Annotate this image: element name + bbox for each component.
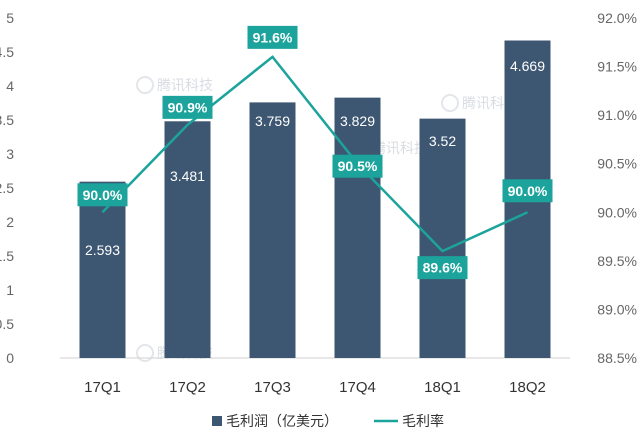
bar-label: 3.759 xyxy=(255,113,290,129)
right-y-axis: 88.5% 89.0% 89.5% 90.0% 90.5% 91.0% 91.5% 92.0% xyxy=(597,10,637,366)
rate-label-box xyxy=(162,95,213,119)
legend-bar-label: 毛利润（亿美元） xyxy=(226,414,338,430)
left-y-axis: 0 0.5 1 1.5 2 2.5 3 3.5 4 4.5 5 xyxy=(0,10,14,366)
bar-label: 3.52 xyxy=(429,133,456,149)
rate-label: 91.6% xyxy=(253,29,293,45)
left-tick-label: 2.5 xyxy=(0,180,14,196)
bar-17Q4 xyxy=(334,97,381,359)
right-tick-label: 91.5% xyxy=(597,59,637,75)
category-label: 18Q2 xyxy=(509,379,546,396)
rate-label: 90.5% xyxy=(338,158,378,174)
bar-data-labels: 2.593 3.481 3.759 3.829 3.52 4.669 xyxy=(85,58,545,258)
rate-label-box xyxy=(77,183,128,207)
legend: 毛利润（亿美元） 毛利率 xyxy=(212,413,444,430)
watermark-logo-icon xyxy=(441,94,459,112)
watermark-logo-icon xyxy=(136,76,154,94)
category-label: 17Q4 xyxy=(339,379,376,396)
x-axis-categories: 17Q1 17Q2 17Q3 17Q4 18Q1 18Q2 xyxy=(84,379,546,396)
bar-17Q2 xyxy=(164,121,211,359)
bar-label: 3.481 xyxy=(170,168,205,184)
rate-label: 90.9% xyxy=(168,99,208,115)
category-label: 17Q1 xyxy=(84,379,121,396)
bar-18Q1 xyxy=(419,118,466,358)
right-tick-label: 91.0% xyxy=(597,107,637,123)
rate-label-box xyxy=(417,256,468,280)
right-tick-label: 90.5% xyxy=(597,156,637,172)
rate-data-labels: 90.0% 90.9% 91.6% 90.5% 89.6% 90.0% xyxy=(77,25,553,280)
left-tick-label: 5 xyxy=(6,10,14,26)
right-tick-label: 89.0% xyxy=(597,301,637,317)
legend-line-label: 毛利率 xyxy=(402,413,444,430)
watermark-text: 腾讯科技 xyxy=(372,140,428,157)
watermark-logo-icon xyxy=(136,344,154,362)
rate-label-box xyxy=(502,179,553,203)
bar-label: 4.669 xyxy=(510,58,545,74)
left-tick-label: 1 xyxy=(6,282,14,298)
left-tick-label: 2 xyxy=(6,214,14,230)
rate-label-box xyxy=(247,25,298,49)
bar-label: 3.829 xyxy=(340,113,375,129)
category-label: 17Q3 xyxy=(254,379,291,396)
bar-label: 2.593 xyxy=(85,242,120,258)
rate-line xyxy=(101,55,529,253)
left-tick-label: 3 xyxy=(6,146,14,162)
bar-series xyxy=(79,40,551,359)
left-tick-label: 4 xyxy=(6,78,14,94)
left-tick-label: 3.5 xyxy=(0,112,14,128)
left-tick-label: 4.5 xyxy=(0,44,14,60)
rate-label: 90.0% xyxy=(83,187,123,203)
right-tick-label: 90.0% xyxy=(597,204,637,220)
rate-label-box xyxy=(332,154,383,178)
right-tick-label: 92.0% xyxy=(597,10,637,26)
left-tick-label: 0 xyxy=(6,350,14,366)
category-label: 18Q1 xyxy=(424,379,461,396)
bar-17Q3 xyxy=(249,102,296,358)
right-tick-label: 89.5% xyxy=(597,253,637,269)
left-tick-label: 0.5 xyxy=(0,316,14,332)
category-label: 17Q2 xyxy=(169,379,206,396)
watermark-text: 腾讯科技 xyxy=(157,77,213,94)
right-tick-label: 88.5% xyxy=(597,350,637,366)
legend-bar-swatch xyxy=(212,416,222,426)
left-tick-label: 1.5 xyxy=(0,248,14,264)
watermark-text: 腾讯科技 xyxy=(462,95,518,112)
rate-label: 89.6% xyxy=(423,260,463,276)
rate-label: 90.0% xyxy=(508,183,548,199)
bar-17Q1 xyxy=(79,181,126,358)
